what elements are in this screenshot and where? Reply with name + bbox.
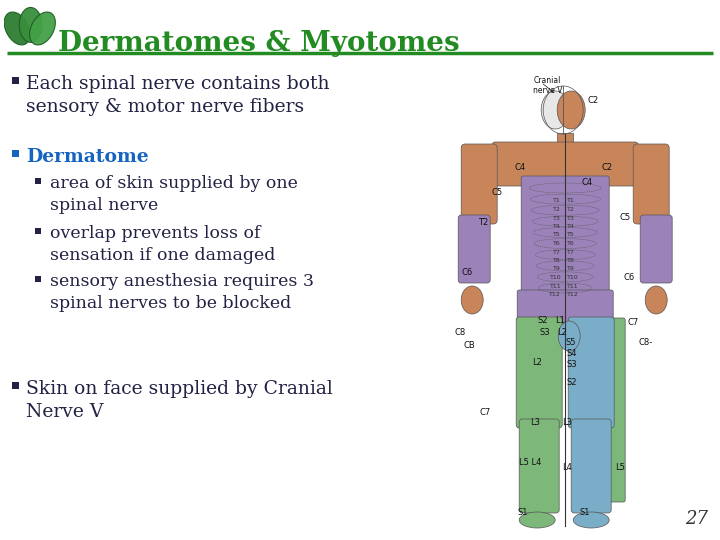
- Text: Each spinal nerve contains both
sensory & motor nerve fibers: Each spinal nerve contains both sensory …: [26, 75, 330, 116]
- Bar: [35, 178, 40, 184]
- Text: L5 L4: L5 L4: [519, 458, 541, 467]
- Text: S3: S3: [540, 328, 551, 337]
- FancyBboxPatch shape: [521, 176, 609, 298]
- Text: T6: T6: [567, 241, 575, 246]
- FancyBboxPatch shape: [462, 144, 498, 224]
- Text: C5: C5: [620, 213, 631, 222]
- Ellipse shape: [558, 321, 580, 351]
- Text: T3: T3: [567, 215, 575, 220]
- Text: T11: T11: [549, 284, 561, 288]
- Text: S5: S5: [566, 338, 577, 347]
- Text: 27: 27: [685, 510, 708, 528]
- Text: L3: L3: [530, 418, 540, 427]
- Text: C2: C2: [588, 96, 599, 105]
- Ellipse shape: [573, 512, 609, 528]
- Text: S2: S2: [538, 316, 549, 325]
- Text: T6: T6: [554, 241, 561, 246]
- Text: C4: C4: [582, 178, 593, 187]
- FancyBboxPatch shape: [606, 318, 625, 502]
- FancyBboxPatch shape: [517, 290, 613, 326]
- Text: C7: C7: [628, 318, 639, 327]
- Text: Dermatome: Dermatome: [26, 148, 148, 166]
- Text: T2: T2: [553, 207, 561, 212]
- Text: CB: CB: [463, 341, 475, 350]
- FancyBboxPatch shape: [519, 419, 559, 513]
- Text: T2: T2: [567, 207, 575, 212]
- Ellipse shape: [645, 286, 667, 314]
- FancyBboxPatch shape: [633, 144, 669, 224]
- Text: T5: T5: [554, 233, 561, 238]
- Ellipse shape: [30, 12, 55, 45]
- Ellipse shape: [557, 91, 585, 129]
- Text: T8: T8: [567, 258, 575, 263]
- FancyBboxPatch shape: [492, 142, 638, 186]
- Text: L3: L3: [562, 418, 572, 427]
- Text: L1: L1: [555, 316, 565, 325]
- Text: T11: T11: [567, 284, 579, 288]
- Text: T5: T5: [567, 233, 575, 238]
- Text: C2: C2: [602, 163, 613, 172]
- Text: T1: T1: [567, 199, 575, 204]
- Bar: [12, 150, 19, 157]
- Text: Skin on face supplied by Cranial
Nerve V: Skin on face supplied by Cranial Nerve V: [26, 380, 333, 421]
- Text: T9: T9: [553, 267, 561, 272]
- Bar: [557, 133, 573, 147]
- Text: S3: S3: [567, 360, 577, 369]
- Text: T12: T12: [549, 292, 561, 297]
- FancyBboxPatch shape: [640, 215, 672, 283]
- Text: T7: T7: [553, 249, 561, 254]
- FancyBboxPatch shape: [458, 215, 490, 283]
- Text: T2: T2: [478, 218, 488, 227]
- Text: L2: L2: [532, 358, 542, 367]
- Bar: [12, 77, 19, 84]
- Text: Dermatomes & Myotomes: Dermatomes & Myotomes: [58, 30, 459, 57]
- Bar: [35, 228, 40, 233]
- Text: S2: S2: [567, 378, 577, 387]
- Text: C5: C5: [492, 188, 503, 197]
- Text: T4: T4: [553, 224, 561, 229]
- Text: area of skin supplied by one
spinal nerve: area of skin supplied by one spinal nerv…: [50, 175, 298, 213]
- Text: T10: T10: [567, 275, 579, 280]
- Text: S1: S1: [518, 508, 528, 517]
- Text: T7: T7: [567, 249, 575, 254]
- Text: L5: L5: [616, 463, 625, 472]
- Bar: [12, 382, 19, 389]
- Ellipse shape: [541, 91, 570, 129]
- Ellipse shape: [19, 8, 42, 42]
- Text: C6: C6: [462, 268, 473, 277]
- Text: C8-: C8-: [638, 338, 652, 347]
- Text: T8: T8: [554, 258, 561, 263]
- Ellipse shape: [4, 12, 30, 45]
- Text: S1: S1: [580, 508, 590, 517]
- Text: T4: T4: [567, 224, 575, 229]
- Text: T12: T12: [567, 292, 579, 297]
- Text: T9: T9: [567, 267, 575, 272]
- Text: L2: L2: [557, 328, 567, 337]
- Text: C4: C4: [515, 163, 526, 172]
- FancyBboxPatch shape: [571, 419, 611, 513]
- Text: S4: S4: [567, 349, 577, 358]
- Text: C8: C8: [454, 328, 466, 337]
- Text: C7: C7: [480, 408, 491, 417]
- Text: C6: C6: [624, 273, 635, 282]
- Text: T3: T3: [553, 215, 561, 220]
- Bar: [35, 276, 40, 281]
- Text: Cranial
nerve V: Cranial nerve V: [534, 76, 563, 96]
- FancyBboxPatch shape: [568, 317, 614, 428]
- Text: T1: T1: [554, 199, 561, 204]
- FancyBboxPatch shape: [516, 317, 562, 428]
- Text: L4: L4: [562, 463, 572, 472]
- Text: sensory anesthesia requires 3
spinal nerves to be blocked: sensory anesthesia requires 3 spinal ner…: [50, 273, 314, 312]
- Text: T10: T10: [549, 275, 561, 280]
- Ellipse shape: [519, 512, 555, 528]
- Ellipse shape: [462, 286, 483, 314]
- Text: overlap prevents loss of
sensation if one damaged: overlap prevents loss of sensation if on…: [50, 225, 275, 264]
